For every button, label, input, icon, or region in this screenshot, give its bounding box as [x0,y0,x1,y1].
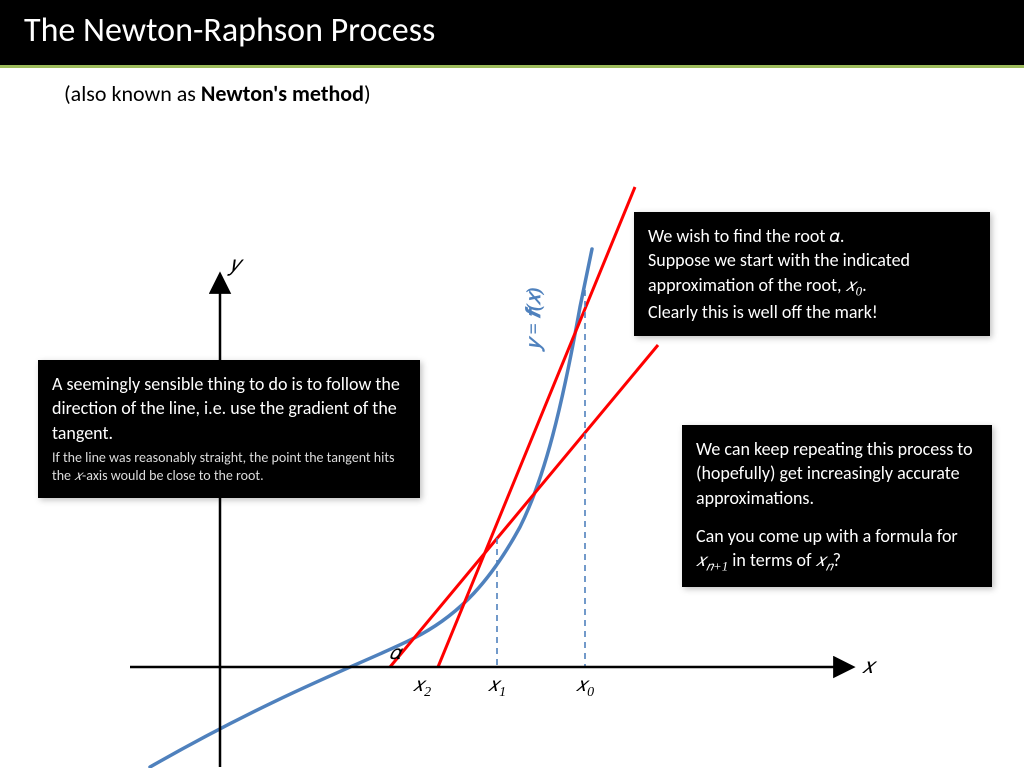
subtitle-bold: Newton's method [201,80,364,107]
callout-intro-line3: Clearly this is well off the mark! [648,300,976,324]
y-axis-label: 𝑦 [227,251,244,276]
callout-tangent-main: A seemingly sensible thing to do is to f… [52,372,406,445]
x2-label: 𝑥2 [413,674,431,700]
callout-intro: We wish to find the root 𝛼. Suppose we s… [634,212,990,336]
tangent-line-2 [390,345,658,667]
callout-repeat: We can keep repeating this process to (h… [682,425,992,587]
tangent-line-1 [438,187,635,667]
subtitle: (also known as Newton's method) [0,68,1024,107]
callout-tangent-sub: If the line was reasonably straight, the… [52,449,406,486]
callout-repeat-p2: Can you come up with a formula for 𝑥𝑛+1 … [696,524,978,575]
x1-label: 𝑥1 [488,674,506,700]
x0-label: 𝑥0 [576,674,594,700]
callout-tangent: A seemingly sensible thing to do is to f… [38,360,420,498]
subtitle-suffix: ) [364,80,371,107]
callout-repeat-p1: We can keep repeating this process to (h… [696,437,978,510]
x-axis-label: 𝑥 [862,653,878,678]
subtitle-prefix: (also known as [64,80,201,107]
slide-title: The Newton-Raphson Process [0,0,1024,68]
diagram-area: 𝑥 𝑦 𝑦 = 𝒇(𝑥) 𝛼 𝑥2 𝑥1 𝑥0 We wish to find … [0,107,1024,768]
curve-label: 𝑦 = 𝒇(𝑥) [523,287,545,353]
callout-intro-line2: Suppose we start with the indicated appr… [648,248,976,299]
callout-intro-line1: We wish to find the root 𝛼. [648,224,976,248]
